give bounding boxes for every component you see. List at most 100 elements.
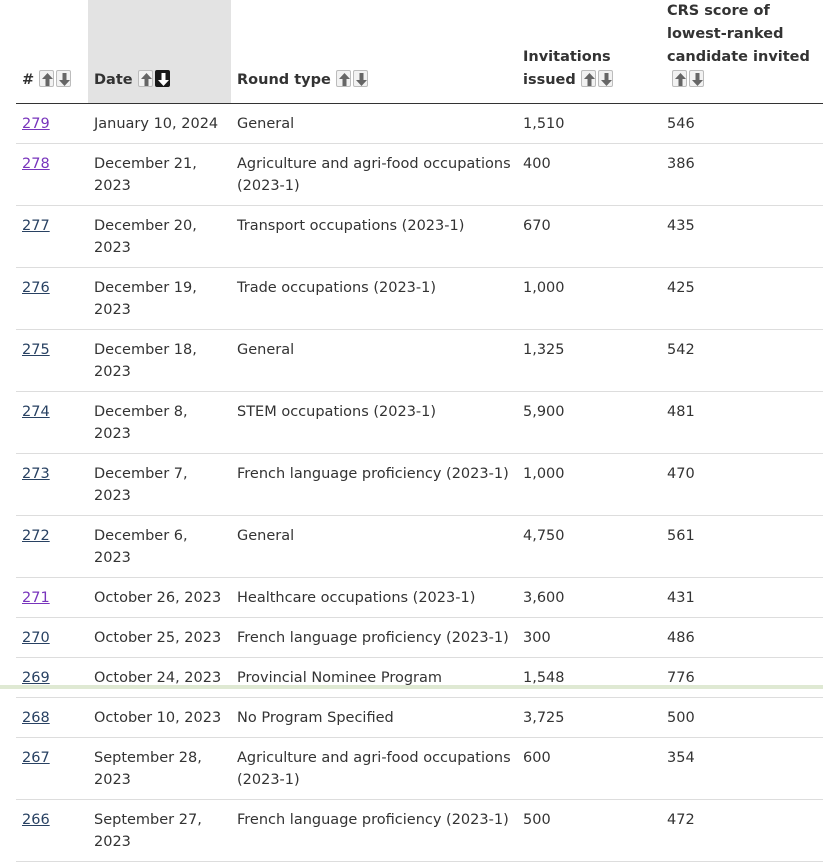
- round-number-cell: 278: [16, 143, 88, 206]
- invitations-cell: 1,548: [517, 657, 661, 698]
- round-date-cell: January 10, 2024: [88, 103, 231, 144]
- sort-up-button-date[interactable]: [137, 70, 153, 87]
- round-date-cell: December 21, 2023: [88, 143, 231, 206]
- round-number-cell: 273: [16, 453, 88, 516]
- sort-up-button-invitations[interactable]: [580, 70, 596, 87]
- crs-score-cell: 431: [661, 577, 823, 618]
- round-number-link[interactable]: 273: [22, 466, 50, 482]
- header-date: Date: [88, 0, 231, 104]
- express-entry-rounds-table: # Date Round type Invitations issued CRS…: [16, 0, 823, 862]
- round-type-cell: STEM occupations (2023-1): [231, 391, 517, 454]
- round-number-link[interactable]: 275: [22, 342, 50, 358]
- invitations-cell: 500: [517, 799, 661, 862]
- header-crs-label: CRS score of lowest-ranked candidate inv…: [667, 3, 810, 65]
- table-header-row: # Date Round type Invitations issued CRS…: [16, 0, 823, 104]
- round-date-cell: October 26, 2023: [88, 577, 231, 618]
- round-type-cell: Transport occupations (2023-1): [231, 205, 517, 268]
- round-number-cell: 268: [16, 697, 88, 738]
- arrow-up-icon: [42, 73, 54, 86]
- round-type-cell: Provincial Nominee Program: [231, 657, 517, 698]
- arrow-down-icon: [600, 73, 612, 86]
- table-row: 267 September 28, 2023 Agriculture and agr…: [16, 737, 823, 800]
- crs-score-cell: 435: [661, 205, 823, 268]
- round-number-link[interactable]: 267: [22, 750, 50, 766]
- round-date-cell: December 20, 2023: [88, 205, 231, 268]
- invitations-cell: 1,000: [517, 267, 661, 330]
- sort-down-button-num[interactable]: [56, 70, 72, 87]
- invitations-cell: 1,000: [517, 453, 661, 516]
- round-date-cell: October 25, 2023: [88, 617, 231, 658]
- round-date-cell: December 19, 2023: [88, 267, 231, 330]
- crs-score-cell: 546: [661, 103, 823, 144]
- invitations-cell: 670: [517, 205, 661, 268]
- table-row: 276 December 19, 2023 Trade occupations (2…: [16, 267, 823, 330]
- sort-down-button-crs[interactable]: [689, 70, 704, 87]
- sort-down-button-round-type[interactable]: [352, 70, 368, 87]
- sort-up-button-num[interactable]: [39, 70, 55, 87]
- sort-controls: [136, 70, 170, 95]
- header-num-label: #: [22, 72, 35, 88]
- round-type-cell: Agriculture and agri-food occupations (2…: [231, 737, 517, 800]
- header-invitations: Invitations issued: [517, 0, 661, 104]
- round-type-cell: General: [231, 329, 517, 392]
- crs-score-cell: 472: [661, 799, 823, 862]
- crs-score-cell: 561: [661, 515, 823, 578]
- sort-down-button-date[interactable]: [154, 70, 170, 87]
- header-num: #: [16, 0, 88, 104]
- header-date-label: Date: [94, 72, 133, 88]
- sort-up-button-crs[interactable]: [672, 70, 687, 87]
- sort-down-button-invitations[interactable]: [597, 70, 613, 87]
- round-type-cell: General: [231, 515, 517, 578]
- round-number-link[interactable]: 278: [22, 156, 50, 172]
- round-type-cell: French language proficiency (2023-1): [231, 799, 517, 862]
- round-date-cell: December 18, 2023: [88, 329, 231, 392]
- invitations-cell: 400: [517, 143, 661, 206]
- round-type-cell: Trade occupations (2023-1): [231, 267, 517, 330]
- round-number-link[interactable]: 266: [22, 812, 50, 828]
- table-row: 273 December 7, 2023 French language profi…: [16, 453, 823, 516]
- table-row: 272 December 6, 2023 General 4,750 561: [16, 515, 823, 578]
- round-date-cell: December 7, 2023: [88, 453, 231, 516]
- invitations-cell: 3,600: [517, 577, 661, 618]
- round-date-cell: October 24, 2023: [88, 657, 231, 698]
- round-type-cell: Healthcare occupations (2023-1): [231, 577, 517, 618]
- round-number-link[interactable]: 272: [22, 528, 50, 544]
- table-row: 277 December 20, 2023 Transport occupation…: [16, 205, 823, 268]
- round-type-cell: French language proficiency (2023-1): [231, 453, 517, 516]
- round-type-cell: Agriculture and agri-food occupations (2…: [231, 143, 517, 206]
- round-date-cell: October 10, 2023: [88, 697, 231, 738]
- sort-up-button-round-type[interactable]: [335, 70, 351, 87]
- round-number-link[interactable]: 268: [22, 710, 50, 726]
- crs-score-cell: 386: [661, 143, 823, 206]
- arrow-up-icon: [675, 73, 686, 86]
- header-crs: CRS score of lowest-ranked candidate inv…: [661, 0, 823, 104]
- round-type-cell: General: [231, 103, 517, 144]
- round-number-cell: 266: [16, 799, 88, 862]
- round-number-cell: 269: [16, 657, 88, 698]
- crs-score-cell: 481: [661, 391, 823, 454]
- table-row: 268 October 10, 2023 No Program Specified 3…: [16, 697, 823, 738]
- round-type-cell: French language proficiency (2023-1): [231, 617, 517, 658]
- round-number-cell: 267: [16, 737, 88, 800]
- sort-controls: [579, 70, 613, 95]
- round-date-cell: September 27, 2023: [88, 799, 231, 862]
- round-number-link[interactable]: 274: [22, 404, 50, 420]
- arrow-down-icon: [59, 73, 71, 86]
- table-row: 269 October 24, 2023 Provincial Nominee Pr…: [16, 657, 823, 698]
- round-number-link[interactable]: 270: [22, 630, 50, 646]
- crs-score-cell: 776: [661, 657, 823, 698]
- table-row: 279 January 10, 2024 General 1,510 546: [16, 103, 823, 144]
- arrow-down-icon: [355, 73, 367, 86]
- invitations-cell: 3,725: [517, 697, 661, 738]
- round-number-link[interactable]: 277: [22, 218, 50, 234]
- invitations-cell: 1,325: [517, 329, 661, 392]
- table-row: 271 October 26, 2023 Healthcare occupation…: [16, 577, 823, 618]
- round-number-link[interactable]: 279: [22, 116, 50, 132]
- round-date-cell: December 8, 2023: [88, 391, 231, 454]
- table-row: 278 December 21, 2023 Agriculture and agri…: [16, 143, 823, 206]
- round-number-link[interactable]: 276: [22, 280, 50, 296]
- table-row: 270 October 25, 2023 French language profi…: [16, 617, 823, 658]
- round-number-link[interactable]: 271: [22, 590, 50, 606]
- round-number-link[interactable]: 269: [22, 670, 50, 686]
- footer-strip: [0, 685, 823, 689]
